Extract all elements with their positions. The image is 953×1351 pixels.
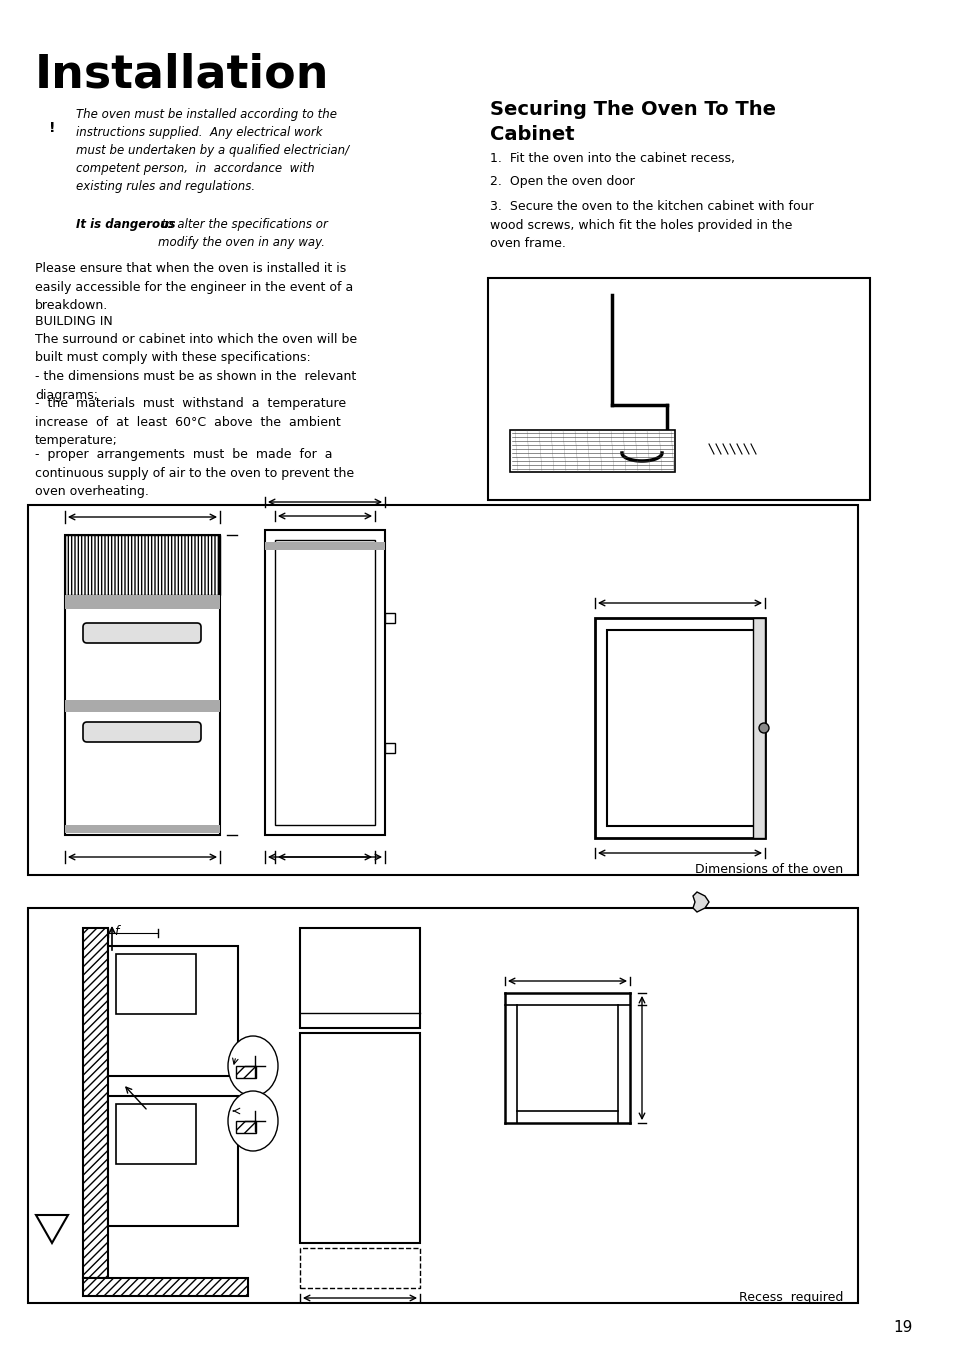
Bar [65, 700, 220, 712]
Polygon shape [692, 892, 708, 912]
Text: to alter the specifications or
modify the oven in any way.: to alter the specifications or modify th… [158, 218, 328, 249]
Bar [265, 530, 385, 835]
Text: 3.  Secure the oven to the kitchen cabinet with four
wood screws, which fit the : 3. Secure the oven to the kitchen cabine… [490, 200, 813, 250]
Text: 2.  Open the oven door: 2. Open the oven door [490, 176, 634, 188]
Bar [28, 505, 857, 875]
Text: 1.  Fit the oven into the cabinet recess,: 1. Fit the oven into the cabinet recess, [490, 153, 734, 165]
Text: It is dangerous: It is dangerous [76, 218, 175, 231]
Text: Please ensure that when the oven is installed it is
easily accessible for the en: Please ensure that when the oven is inst… [35, 262, 353, 312]
Bar [28, 908, 857, 1302]
FancyBboxPatch shape [83, 721, 201, 742]
Text: Securing The Oven To The
Cabinet: Securing The Oven To The Cabinet [490, 100, 775, 145]
Bar [116, 954, 195, 1015]
Bar [235, 1066, 255, 1078]
Bar [65, 825, 220, 834]
Bar [274, 540, 375, 825]
Bar [235, 1121, 255, 1133]
Bar [488, 278, 869, 500]
Text: !: ! [49, 122, 55, 135]
Bar [752, 617, 764, 838]
Bar [65, 594, 220, 609]
Bar [510, 430, 675, 471]
Bar [65, 535, 220, 594]
Bar [265, 542, 385, 550]
Bar [83, 1278, 248, 1296]
Bar [385, 743, 395, 753]
Text: The oven must be installed according to the
instructions supplied.  Any electric: The oven must be installed according to … [76, 108, 349, 193]
Text: -  proper  arrangements  must  be  made  for  a
continuous supply of air to the : - proper arrangements must be made for a… [35, 449, 354, 499]
Text: Installation: Installation [35, 51, 329, 97]
Bar [65, 535, 220, 835]
Bar [108, 1096, 237, 1225]
Ellipse shape [228, 1092, 277, 1151]
Text: -  the  materials  must  withstand  a  temperature
increase  of  at  least  60°C: - the materials must withstand a tempera… [35, 397, 346, 447]
Text: 19: 19 [892, 1320, 912, 1335]
Bar [595, 617, 764, 838]
Text: Dimensions of the oven: Dimensions of the oven [694, 863, 842, 875]
Bar [299, 1034, 419, 1243]
Bar [116, 1104, 195, 1165]
Circle shape [759, 723, 768, 734]
Text: Recess  required: Recess required [738, 1292, 842, 1304]
Text: f: f [113, 925, 118, 938]
Text: BUILDING IN: BUILDING IN [35, 315, 112, 328]
Text: The surround or cabinet into which the oven will be
built must comply with these: The surround or cabinet into which the o… [35, 332, 356, 401]
Bar [385, 613, 395, 623]
Bar [83, 928, 108, 1278]
Bar [606, 630, 764, 825]
Bar [299, 928, 419, 1028]
Bar [299, 1248, 419, 1288]
FancyBboxPatch shape [83, 623, 201, 643]
Ellipse shape [228, 1036, 277, 1096]
Bar [108, 946, 237, 1075]
